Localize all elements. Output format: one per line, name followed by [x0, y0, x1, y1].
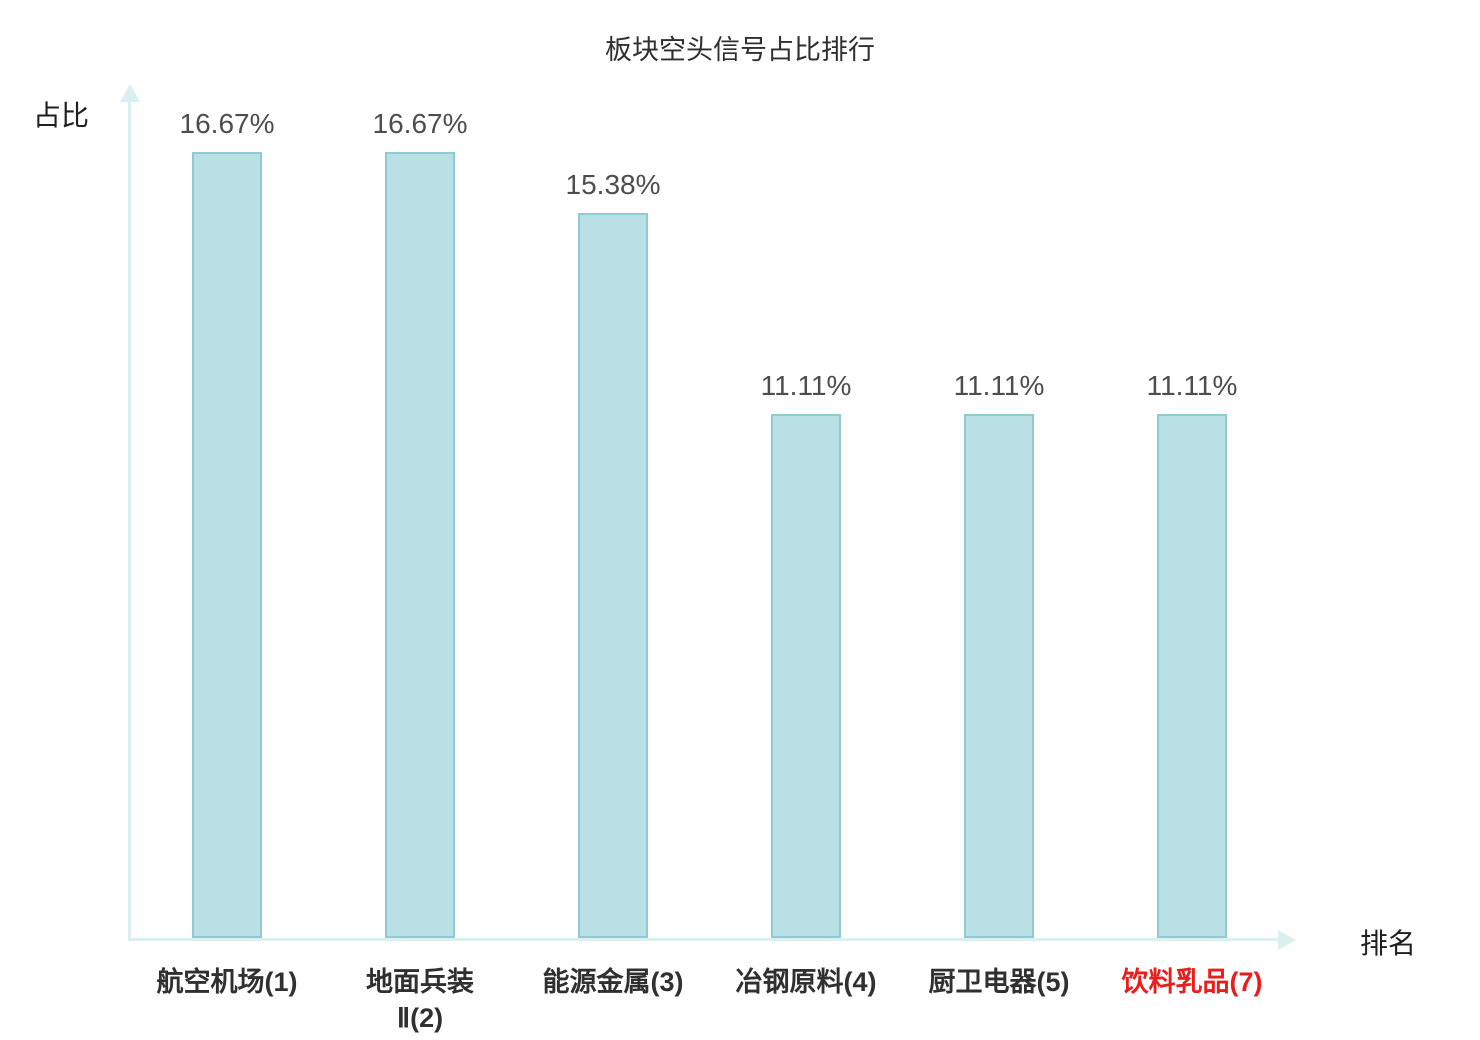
bar-value-label: 16.67%: [372, 108, 468, 139]
bar: [771, 414, 841, 938]
x-axis-label: 排名: [1360, 928, 1417, 959]
bar: [1157, 414, 1227, 938]
bar-category-label: 厨卫电器(5): [928, 967, 1070, 997]
bar-category-label: 航空机场(1): [156, 967, 298, 997]
bar-value-label: 11.11%: [1146, 370, 1238, 401]
bar: [578, 213, 648, 938]
bar: [192, 152, 262, 938]
x-axis-line: [128, 938, 1280, 941]
y-axis-line: [128, 100, 131, 940]
bar-category-label: 冶钢原料(4): [735, 967, 877, 997]
bar-value-label: 16.67%: [179, 108, 275, 139]
y-axis-label: 占比: [33, 100, 90, 131]
bar: [964, 414, 1034, 938]
bar-value-label: 11.11%: [953, 370, 1045, 401]
chart-title: 板块空头信号占比排行: [605, 35, 875, 65]
y-axis-arrow-icon: [120, 84, 140, 102]
bar-category-label: 地面兵装 Ⅱ(2): [366, 967, 474, 1034]
x-axis-arrow-icon: [1278, 929, 1296, 950]
bar-value-label: 15.38%: [565, 169, 661, 200]
bar-value-label: 11.11%: [760, 370, 852, 401]
bar-category-label: 饮料乳品(7): [1121, 967, 1263, 997]
bar: [385, 152, 455, 938]
bar-category-label: 能源金属(3): [542, 967, 684, 997]
